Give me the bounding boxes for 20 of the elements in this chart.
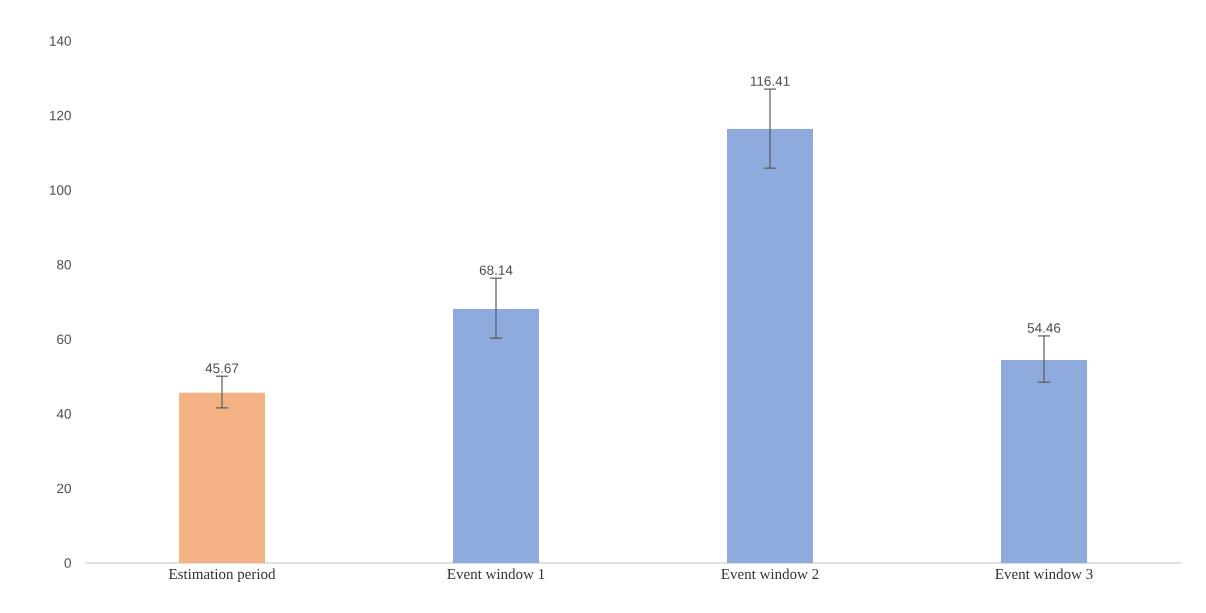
bar (727, 128, 813, 563)
bar (1001, 359, 1087, 563)
x-tick-label: Estimation period (168, 568, 276, 583)
data-label: 54.46 (1027, 323, 1061, 333)
y-tick-label: 140 (49, 36, 71, 46)
x-tick-label: Event window 3 (995, 568, 1093, 580)
x-tick-label: Event window 2 (721, 568, 819, 580)
data-label: 45.67 (205, 363, 239, 373)
y-tick-label: 20 (57, 483, 71, 494)
y-tick-label: 100 (49, 185, 71, 195)
y-tick-label: 120 (49, 110, 71, 121)
bar (453, 308, 539, 563)
bar (179, 392, 265, 563)
data-label: 68.14 (479, 265, 513, 275)
x-tick-label: Event window 1 (447, 568, 545, 580)
y-tick-label: 40 (56, 409, 71, 419)
y-tick-label: 0 (64, 558, 71, 568)
y-tick-label: 80 (57, 259, 71, 270)
data-label: 116.41 (750, 76, 790, 86)
y-tick-label: 60 (57, 334, 71, 345)
